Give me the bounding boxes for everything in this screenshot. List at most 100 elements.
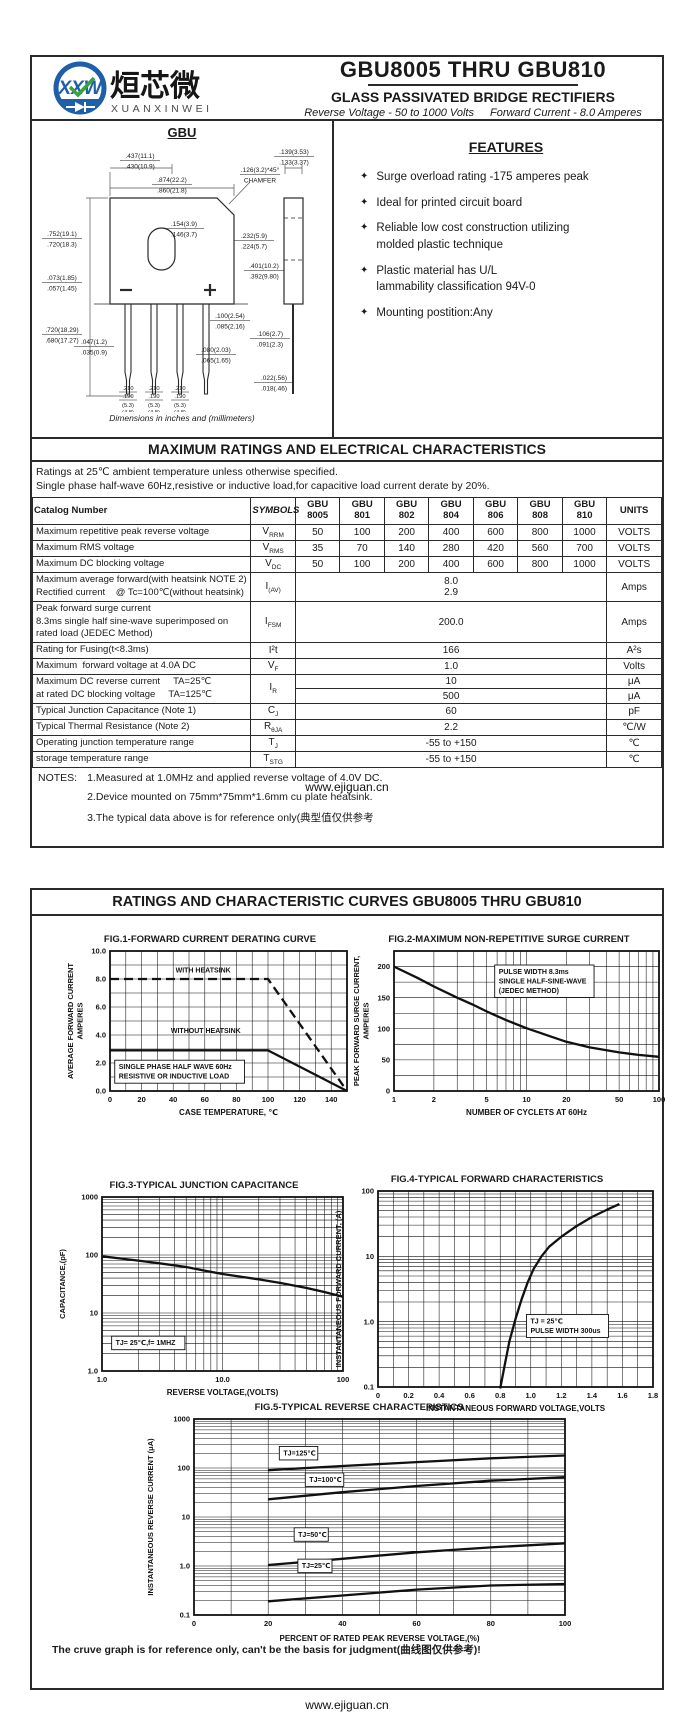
row-symbol: VRMS <box>250 540 296 558</box>
chart-text: 0.1 <box>180 1611 190 1620</box>
chart-text: 8.0 <box>96 975 106 984</box>
row-symbol: CJ <box>250 702 296 720</box>
dim-text: (5.3) <box>122 403 134 409</box>
datasheet-page-2: RATINGS AND CHARACTERISTIC CURVES GBU800… <box>30 888 665 1690</box>
feature-text: Plastic material has U/L lammability cla… <box>376 264 536 294</box>
units-header: UNITS <box>606 497 662 526</box>
table-row: 500 μA <box>33 688 662 704</box>
dim-text: .190 <box>174 394 185 400</box>
row-label: Maximum DC blocking voltage <box>31 556 252 574</box>
row-value: 166 <box>294 642 608 660</box>
fig1: FIG.1-FORWARD CURRENT DERATING CURVE WIT… <box>64 934 356 1123</box>
chart-text: 10 <box>90 1309 98 1318</box>
fig5: FIG.5-TYPICAL REVERSE CHARACTERISTICS TJ… <box>144 1402 574 1649</box>
curves-section-title: RATINGS AND CHARACTERISTIC CURVES GBU800… <box>32 890 662 916</box>
chart-text: 120 <box>293 1095 306 1104</box>
series-line <box>268 1476 566 1501</box>
dim-text: .190 <box>148 394 159 400</box>
reverse-voltage-range: Reverse Voltage - 50 to 1000 Volts <box>304 107 474 119</box>
notes-label: NOTES: <box>38 771 78 784</box>
dim-text: .752(19.1) <box>47 231 77 238</box>
chart-text: PULSE WIDTH 8.3ms <box>499 969 569 976</box>
package-drawing: .437(11.1) .430(10.9).874(22.2) .860(21.8)… <box>42 149 314 416</box>
row-value: -55 to +150 <box>294 734 608 752</box>
chart-text: INSTANTANEOUS FORWARD CURRENT, (A) <box>334 1210 343 1367</box>
row-value: 200 <box>383 524 430 542</box>
chart-text: 10 <box>522 1095 530 1104</box>
dim-text: .047(1.2) <box>81 339 107 346</box>
dim-text: .430(10.9) <box>125 164 155 171</box>
row-value: 560 <box>517 540 563 558</box>
row-unit: ℃ <box>606 734 662 752</box>
chart-text: 150 <box>377 993 390 1002</box>
dim-text: .085(2.16) <box>215 324 245 331</box>
chart-text: 10 <box>182 1513 190 1522</box>
row-value: 100 <box>339 524 385 542</box>
row-unit: VOLTS <box>606 540 662 558</box>
dim-text: .146(3.7) <box>171 232 197 239</box>
chart-text: AVERAGE FORWARD CURRENT <box>66 963 75 1079</box>
row-label: Maximum average forward(with heatsink NO… <box>31 572 252 602</box>
curves-disclaimer: The cruve graph is for reference only, c… <box>52 1644 481 1656</box>
header: XXW 烜芯微 XUANXINWEI GBU8005 THRU GBU810 G… <box>32 57 662 121</box>
dim-text: .210 <box>148 386 159 392</box>
chart-text: CAPACITANCE,(pF) <box>58 1249 67 1319</box>
row-symbol: TSTG <box>250 750 296 768</box>
series-line <box>110 1049 348 1093</box>
dim-text: CHAMFER <box>244 178 276 185</box>
bullet-icon: ✦ <box>360 307 369 319</box>
website-link[interactable]: www.ejiguan.cn <box>305 780 389 794</box>
chart-text: 60 <box>201 1095 209 1104</box>
chart-text: 100 <box>653 1095 666 1104</box>
chart-text: 0 <box>376 1391 380 1400</box>
row-value: 60 <box>294 702 608 720</box>
fig4: FIG.4-TYPICAL FORWARD CHARACTERISTICS TJ… <box>332 1174 662 1419</box>
chart-text: AMPERES <box>362 1002 371 1039</box>
website-link[interactable]: www.ejiguan.cn <box>305 1698 389 1712</box>
row-unit: μA <box>606 674 662 690</box>
row-symbol: I(AV) <box>250 572 296 602</box>
ratings-section-title: MAXIMUM RATINGS AND ELECTRICAL CHARACTER… <box>32 437 662 462</box>
dimension-caption: Dimensions in inches and (millimeters) <box>109 413 255 423</box>
chart-text: 6.0 <box>96 1003 106 1012</box>
chart-text: 0.0 <box>96 1087 106 1096</box>
row-label: Maximum RMS voltage <box>31 540 252 558</box>
row-symbol: TJ <box>250 734 296 752</box>
chart-text: SINGLE HALF-SINE-WAVE <box>499 979 587 986</box>
column-header: GBU 810 <box>561 497 608 526</box>
fig5-title: FIG.5-TYPICAL REVERSE CHARACTERISTICS <box>254 1402 464 1413</box>
table-row: Maximum average forward(with heatsink NO… <box>31 572 662 602</box>
row-value: 400 <box>428 556 474 574</box>
fig2: FIG.2-MAXIMUM NON-REPETITIVE SURGE CURRE… <box>350 934 668 1123</box>
row-value: 35 <box>294 540 341 558</box>
dim-text: .133(3.37) <box>279 160 309 167</box>
table-row: Maximum repetitive peak reverse voltage V… <box>31 524 662 542</box>
chart-text: (JEDEC METHOD) <box>499 988 559 995</box>
row-symbol: RθJA <box>250 718 296 736</box>
chart-text: 1000 <box>173 1415 190 1424</box>
table-row: Maximum RMS voltage VRMS 35 70 140 280 420 560 7… <box>31 540 662 558</box>
fig4-chart: TJ = 25℃ PULSE WIDTH 300us 0 0.2 0.4 0.6 0.8 1.… <box>334 1187 658 1413</box>
chart-text: TJ = 25℃ <box>531 1317 563 1325</box>
dim-text: (5.3) <box>174 403 186 409</box>
notes-items: 1.Measured at 1.0MHz and applied reverse… <box>87 772 382 832</box>
chart-text: REVERSE VOLTAGE,(VOLTS) <box>167 1388 279 1397</box>
dim-text: .874(22.2) <box>157 177 187 184</box>
fig1-chart: WITH HEATSINK WITHOUT HEATSINK SINGLE PHAS… <box>66 947 348 1117</box>
row-unit: ℃/W <box>606 718 662 736</box>
chart-text: 50 <box>382 1055 390 1064</box>
chart-text: 100 <box>377 1024 390 1033</box>
chart-text: 1.0 <box>364 1317 374 1326</box>
chart-text: PULSE WIDTH 300us <box>531 1328 601 1335</box>
chart-text: TJ= 25℃,f= 1MHZ <box>116 1339 177 1347</box>
chart-text: 0.4 <box>434 1391 445 1400</box>
table-row: Maximum DC blocking voltage VDC 50 100 200 40… <box>31 556 662 574</box>
device-type-subtitle: GLASS PASSIVATED BRIDGE RECTIFIERS <box>331 89 615 105</box>
dim-text: .720(18.29) <box>45 327 78 334</box>
logo-graphic: XXW 烜芯微 XUANXINWEI <box>53 61 209 115</box>
chart-text: 100 <box>177 1464 190 1473</box>
chart-text: 1000 <box>81 1193 98 1202</box>
chart-text: 2 <box>432 1095 436 1104</box>
row-value: 1000 <box>561 524 608 542</box>
row-value: 400 <box>428 524 474 542</box>
